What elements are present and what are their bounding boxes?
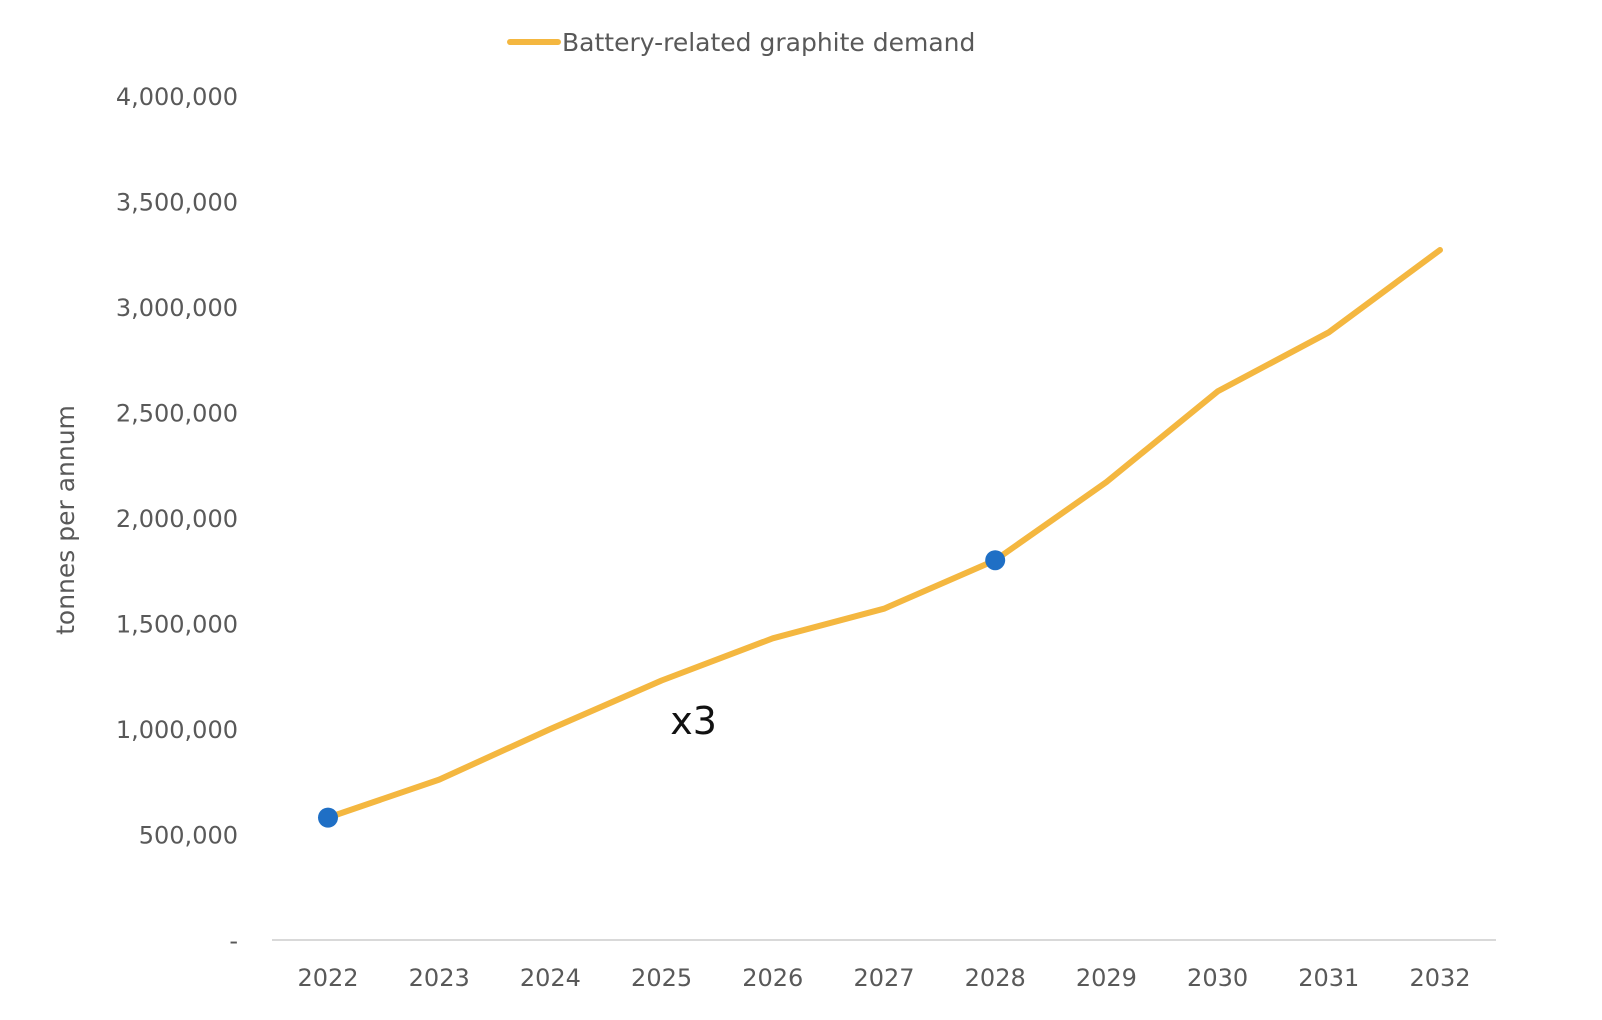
highlight-point-2022 (318, 807, 338, 828)
y-tick-label: - (229, 927, 238, 955)
x-tick-label: 2022 (297, 964, 358, 992)
highlight-point-2028 (985, 550, 1006, 571)
legend-label: Battery-related graphite demand (562, 28, 975, 57)
x-tick-label: 2025 (631, 964, 692, 992)
series-line (325, 247, 1443, 821)
y-axis-title: tonnes per annum (51, 405, 80, 635)
x-tick-label: 2029 (1076, 964, 1137, 992)
x-tick-label: 2032 (1409, 964, 1470, 992)
y-tick-label: 4,000,000 (116, 83, 238, 111)
x-tick-label: 2028 (965, 964, 1026, 992)
x-tick-label: 2026 (742, 964, 803, 992)
x-tick-label: 2023 (409, 964, 470, 992)
y-tick-label: 1,500,000 (116, 611, 238, 639)
y-tick-label: 1,000,000 (116, 716, 238, 744)
highlight-points (318, 550, 1006, 828)
y-axis-ticks: - 500,000 1,000,000 1,500,000 2,000,000 2,500… (116, 83, 238, 955)
annotation-label: x3 (670, 699, 717, 743)
x-axis-ticks: 2022 2023 2024 2025 2026 2027 2028 2029 2030 2031… (297, 964, 1470, 992)
y-tick-label: 3,500,000 (116, 189, 238, 217)
legend: Battery-related graphite demand (507, 28, 975, 57)
x-tick-label: 2024 (520, 964, 581, 992)
y-tick-label: 500,000 (139, 822, 238, 850)
x-tick-label: 2031 (1298, 964, 1359, 992)
x-tick-label: 2030 (1187, 964, 1248, 992)
y-tick-label: 2,000,000 (116, 505, 238, 533)
y-tick-label: 3,000,000 (116, 294, 238, 322)
y-tick-label: 2,500,000 (116, 400, 238, 428)
x-tick-label: 2027 (853, 964, 914, 992)
